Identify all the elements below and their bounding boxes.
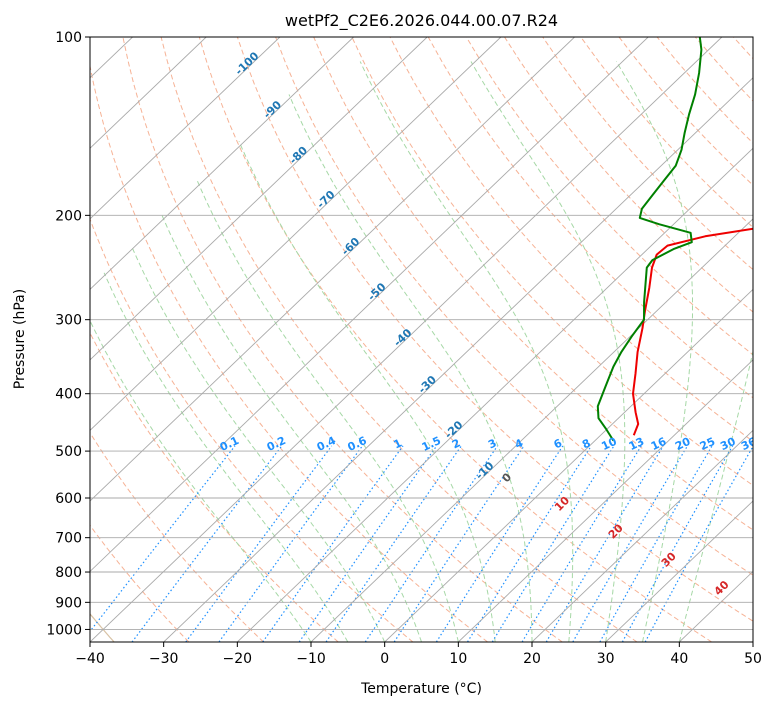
isotherm-line	[90, 37, 502, 432]
x-tick-label: −10	[296, 651, 326, 667]
moist-adiabat-line	[470, 61, 626, 642]
mixing-ratio-label: 25	[698, 435, 717, 453]
mixing-ratio-lines	[90, 445, 753, 642]
isotherm-line	[384, 288, 753, 642]
dry-adiabat-line	[389, 37, 753, 442]
moist-adiabat-line	[678, 349, 753, 642]
isotherm-line	[605, 500, 753, 642]
isotherm-line	[531, 429, 753, 642]
moist-adiabat-line	[288, 94, 533, 642]
x-tick-label: 20	[523, 651, 541, 667]
x-tick-label: 30	[597, 651, 615, 667]
moist-adiabat-line	[615, 61, 693, 642]
x-tick-label: 50	[744, 651, 762, 667]
y-axis-title: Pressure (hPa)	[12, 289, 28, 389]
mixing-ratio-line	[521, 445, 642, 642]
mixing-ratio-line	[545, 445, 664, 642]
dry-adiabat-line	[504, 37, 753, 313]
mixing-ratio-line	[491, 445, 615, 642]
mixing-ratio-label: 16	[649, 435, 669, 453]
y-axis: 100 200 300 400 500 600 700 800 900 1000	[46, 30, 90, 638]
dry-adiabat-line	[90, 431, 264, 642]
isotherm-line	[90, 37, 207, 149]
dry-adiabat-line	[90, 63, 488, 642]
isotherm-line	[90, 37, 281, 220]
x-tick-label: 40	[670, 651, 688, 667]
dry-adiabat-line	[90, 217, 414, 642]
chart-title: wetPf2_C2E6.2026.044.00.07.R24	[285, 11, 558, 31]
x-tick-label: −30	[149, 651, 179, 667]
x-tick-label: −40	[75, 651, 105, 667]
moist-adiabat-line	[130, 245, 386, 642]
pressure-gridlines	[90, 37, 753, 630]
dry-adiabats	[90, 37, 753, 642]
isotherm-line	[457, 359, 753, 642]
y-tick-label: 800	[55, 565, 82, 581]
isotherm-line	[90, 37, 428, 361]
isotherm-line	[310, 218, 753, 642]
y-tick-label: 600	[55, 491, 82, 507]
isotherm-line	[90, 37, 649, 573]
plot-frame	[89, 36, 754, 643]
y-tick-label: 1000	[46, 622, 82, 638]
dry-adiabat-line	[90, 524, 190, 642]
mixing-ratio-label: 13	[627, 435, 646, 453]
x-axis-title: Temperature (°C)	[360, 681, 482, 697]
moist-adiabat-line	[103, 272, 349, 642]
mixing-ratio-line	[90, 445, 236, 633]
mixing-ratio-line	[621, 445, 734, 642]
dry-adiabat-line	[465, 37, 753, 356]
isotherm-line	[163, 77, 753, 642]
dry-adiabat-line	[236, 37, 753, 622]
mixing-ratio-line	[644, 445, 753, 642]
x-axis: −40 −30 −20 −10 0 10 20 30 40 50	[75, 642, 762, 667]
mixing-ratio-line	[364, 445, 498, 642]
y-tick-label: 400	[55, 387, 82, 403]
x-tick-label: 10	[449, 651, 467, 667]
isotherm-line	[236, 147, 753, 642]
y-tick-label: 300	[55, 313, 82, 329]
y-tick-label: 700	[55, 531, 82, 547]
isotherm-line	[90, 37, 723, 642]
sounding-traces	[596, 37, 753, 442]
dry-adiabat-line	[198, 37, 712, 642]
isotherm-line	[90, 37, 354, 291]
moist-adiabat-line	[196, 180, 459, 642]
isotherm-line	[90, 37, 575, 502]
isotherms	[90, 37, 753, 642]
mixing-ratio-line	[262, 445, 404, 642]
mixing-ratio-label: 36	[739, 435, 759, 453]
y-tick-label: 200	[55, 208, 82, 224]
dry-adiabat-line	[122, 37, 563, 642]
mixing-ratio-label: 20	[673, 435, 693, 453]
mixing-ratio-label: 30	[718, 435, 738, 453]
moist-adiabat-line	[359, 61, 574, 642]
mixing-ratio-line	[466, 445, 592, 642]
mixing-ratio-line	[325, 445, 462, 642]
dry-adiabat-line	[160, 37, 638, 642]
y-tick-label: 100	[55, 30, 82, 46]
dewpoint-trace	[596, 37, 703, 442]
mixing-ratio-line	[131, 445, 283, 642]
y-tick-label: 500	[55, 444, 82, 460]
mixing-ratio-label: 10	[599, 435, 619, 453]
y-tick-label: 900	[55, 595, 82, 611]
temperature-trace	[632, 227, 753, 436]
mixing-ratio-line	[435, 445, 564, 642]
x-tick-label: 0	[380, 651, 389, 667]
mixing-ratio-line	[185, 445, 333, 642]
x-tick-label: −20	[223, 651, 253, 667]
mixing-ratio-line	[298, 445, 438, 642]
